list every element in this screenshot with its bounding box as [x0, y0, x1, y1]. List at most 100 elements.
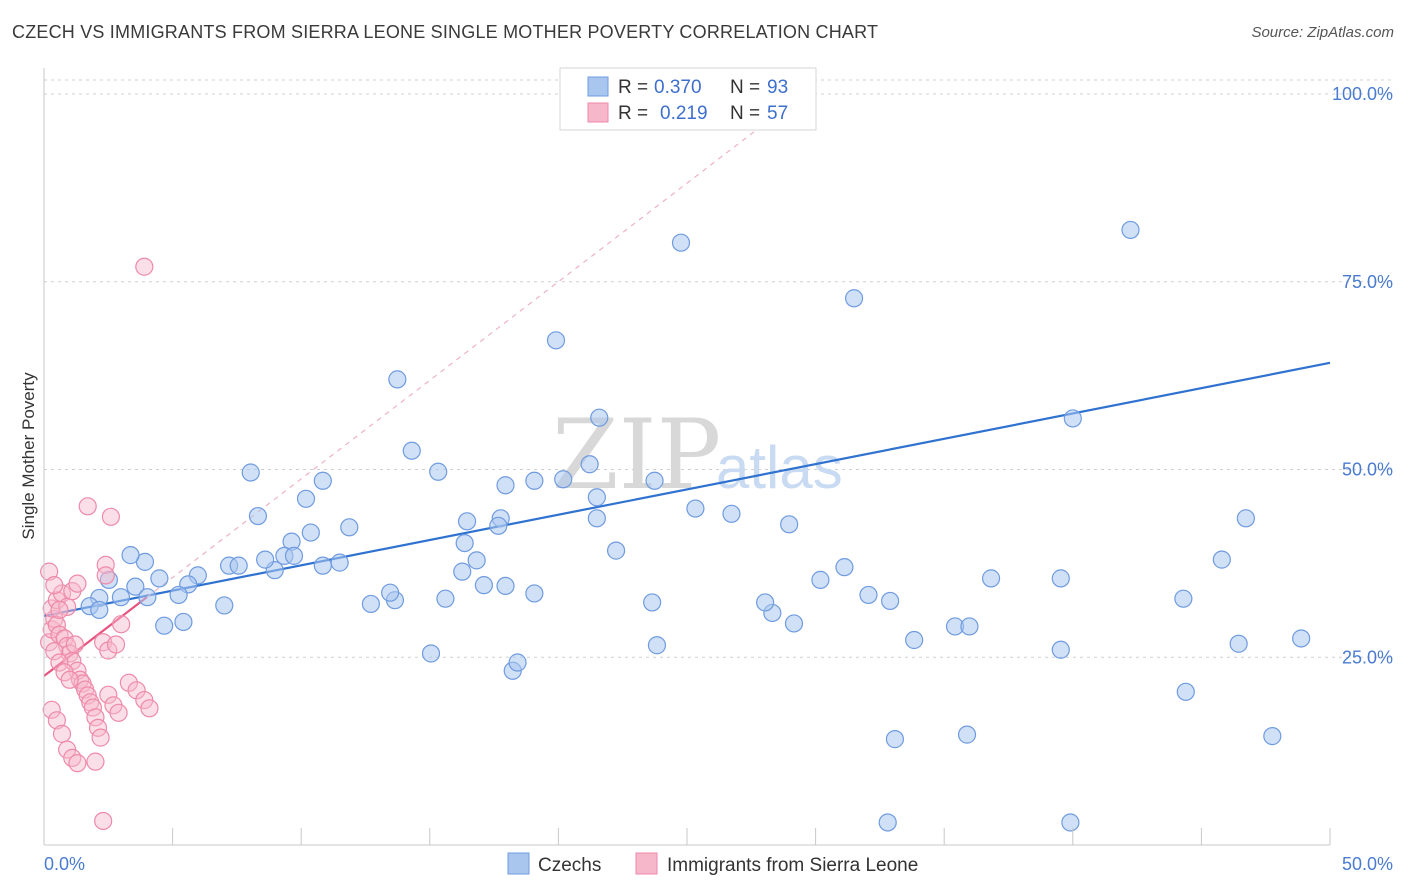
- czech-point: [1061, 813, 1080, 832]
- czech-point: [722, 504, 741, 523]
- czech-point: [381, 583, 400, 602]
- sierra-leone-point: [109, 703, 128, 722]
- czechs-trend-line: [43, 361, 1331, 618]
- czech-point: [429, 462, 448, 481]
- czech-point: [457, 512, 477, 531]
- y-tick-label: 50.0%: [1342, 460, 1393, 480]
- sierra-leone-point: [63, 748, 82, 767]
- sierra-leone-point: [68, 574, 87, 593]
- czech-point: [686, 499, 705, 518]
- legend-n-value-1: 93: [767, 77, 788, 98]
- czech-point: [1236, 509, 1255, 528]
- czech-point: [174, 612, 193, 632]
- czech-point: [1229, 634, 1248, 653]
- czech-point: [1176, 682, 1195, 701]
- sierra-leone-point: [68, 754, 87, 773]
- czech-point: [1212, 550, 1231, 569]
- bottom-legend: Czechs Immigrants from Sierra Leone: [507, 852, 918, 876]
- czech-point: [361, 594, 381, 614]
- czech-point: [580, 455, 599, 474]
- czech-point: [388, 370, 407, 389]
- czech-point: [981, 569, 1001, 588]
- czech-point: [835, 558, 854, 577]
- grid-layer: [44, 79, 1394, 658]
- x-tick-label-max: 50.0%: [1342, 854, 1393, 874]
- czech-point: [844, 289, 864, 308]
- czech-point: [150, 569, 169, 588]
- legend-r-label-1: R =: [618, 77, 648, 98]
- czech-point: [301, 523, 320, 542]
- czech-point: [453, 562, 472, 581]
- czech-point: [881, 591, 900, 611]
- czech-point: [1051, 569, 1070, 588]
- sierra-leone-point: [127, 681, 146, 700]
- czech-point: [1051, 640, 1070, 659]
- legend-swatch-sierra-leone: [587, 102, 609, 123]
- czech-point: [256, 550, 275, 569]
- czech-point: [960, 617, 979, 636]
- czech-point: [587, 509, 606, 528]
- sierra-leone-point: [99, 685, 118, 704]
- sierra-leone-point: [40, 562, 59, 581]
- czech-point: [229, 556, 248, 575]
- czech-point: [905, 630, 924, 650]
- bottom-legend-swatch-sierra-leone: [635, 852, 658, 875]
- czech-point: [1174, 589, 1193, 608]
- czech-point: [643, 593, 662, 612]
- czech-point: [525, 471, 544, 490]
- sierra-leone-point: [96, 566, 115, 585]
- czech-point: [313, 556, 332, 575]
- source-credit: Source: ZipAtlas.com: [1251, 24, 1394, 41]
- sierra-leone-point: [78, 497, 97, 516]
- czech-point: [402, 441, 421, 460]
- legend-n-label-2: N =: [730, 103, 760, 124]
- points-layer: [40, 220, 1311, 832]
- y-tick-label: 25.0%: [1342, 647, 1393, 667]
- legend-n-value-2: 57: [767, 103, 788, 124]
- czech-point: [1063, 409, 1082, 428]
- sierra-leone-point: [106, 635, 126, 654]
- watermark-zip: ZIP: [552, 399, 721, 511]
- sierra-leone-point: [50, 653, 69, 672]
- czech-point: [780, 515, 799, 534]
- bottom-legend-sierra-leone: Immigrants from Sierra Leone: [667, 855, 918, 876]
- czech-point: [1292, 629, 1311, 648]
- czech-point: [554, 470, 573, 489]
- sierra-leone-trend-line: [43, 596, 148, 677]
- czech-point: [111, 588, 131, 607]
- czech-point: [508, 653, 527, 672]
- czech-point: [1121, 220, 1140, 240]
- czech-point: [546, 331, 566, 350]
- czech-point: [606, 541, 626, 560]
- czech-point: [496, 576, 515, 596]
- legend-swatch-czechs: [587, 76, 609, 97]
- czech-point: [296, 489, 316, 508]
- sierra-leone-point: [112, 615, 131, 634]
- czech-point: [215, 596, 234, 615]
- czech-point: [587, 488, 606, 507]
- y-tick-label: 75.0%: [1342, 272, 1393, 292]
- y-tick-label: 100.0%: [1332, 84, 1393, 104]
- czech-point: [121, 546, 140, 565]
- czech-point: [885, 730, 905, 749]
- czech-point: [474, 576, 493, 595]
- sierra-leone-point: [42, 700, 61, 719]
- sierra-leone-point: [94, 811, 113, 831]
- czech-point: [90, 600, 109, 620]
- legend-n-label-1: N =: [730, 77, 760, 98]
- czech-point: [756, 593, 775, 612]
- czech-point: [248, 506, 268, 526]
- bottom-legend-czechs: Czechs: [538, 855, 601, 876]
- czech-point: [525, 584, 544, 603]
- czech-point: [489, 516, 508, 535]
- sierra-leone-point: [50, 600, 69, 620]
- legend-r-value-2: 0.219: [660, 103, 708, 124]
- y-axis-title: Single Mother Poverty: [19, 372, 38, 540]
- sierra-leone-point: [60, 670, 79, 689]
- sierra-leone-point: [45, 642, 64, 661]
- sierra-leone-point: [101, 507, 120, 526]
- czech-point: [241, 463, 260, 482]
- czech-point: [169, 585, 188, 605]
- x-tick-label-min: 0.0%: [44, 854, 85, 874]
